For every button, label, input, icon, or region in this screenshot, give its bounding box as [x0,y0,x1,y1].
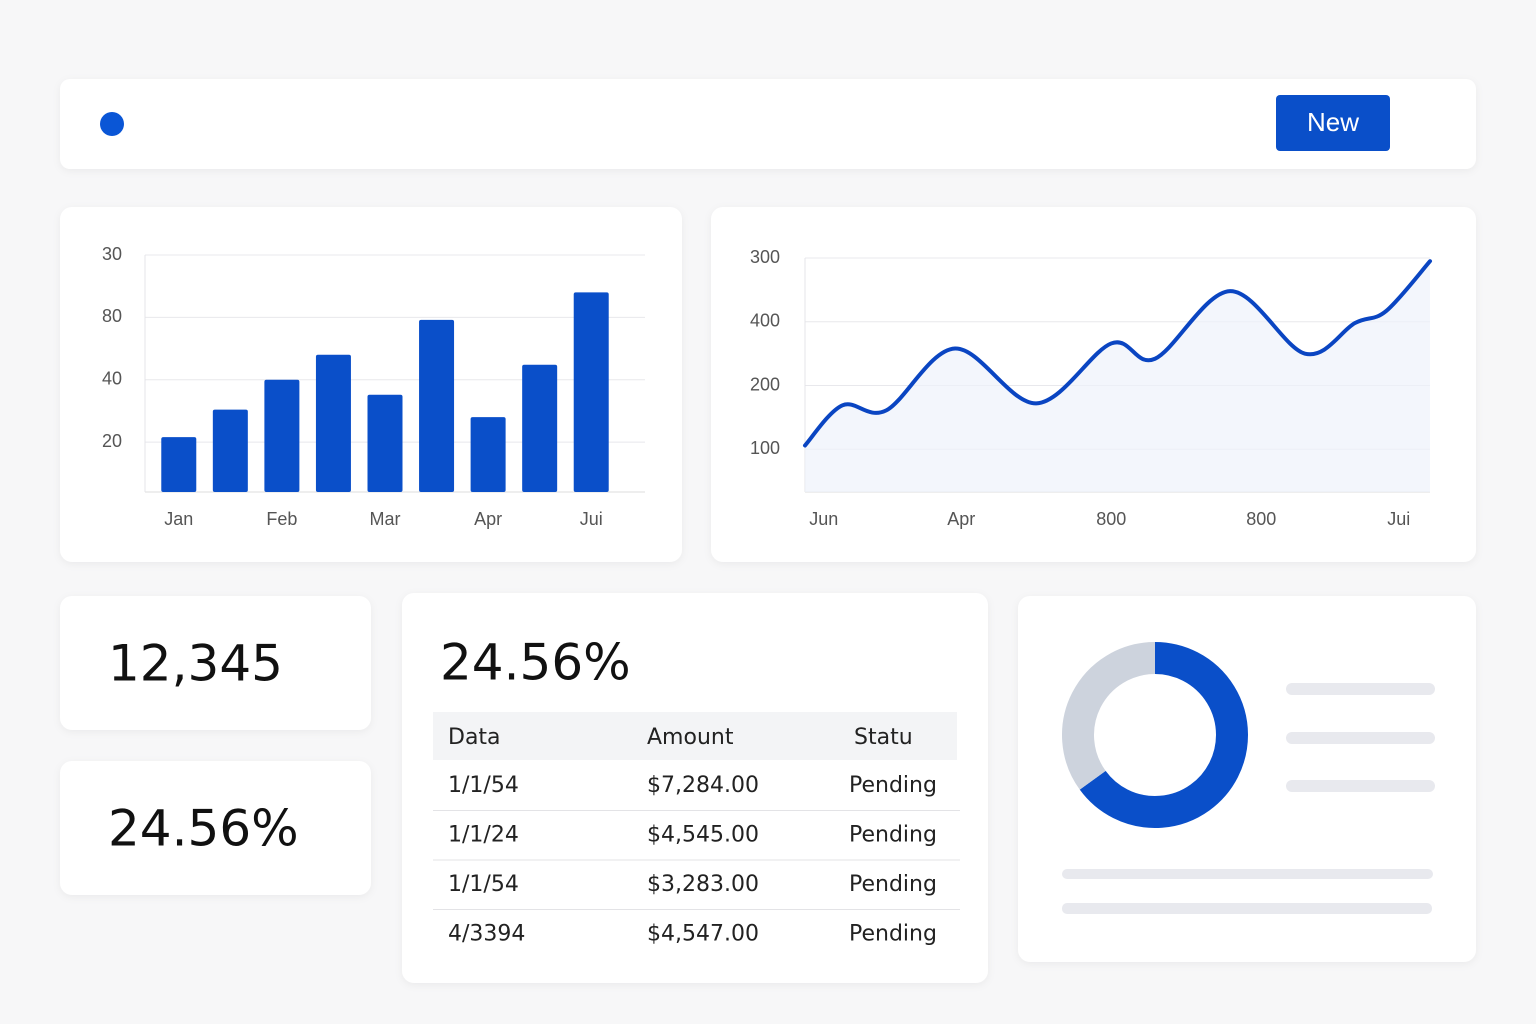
stat-value: 24.56% [108,800,299,858]
bar [522,364,558,492]
x-tick-label: Apr [947,509,975,529]
bar [573,292,609,492]
x-tick-label: Mar [370,509,401,529]
x-tick-label: Apr [474,509,502,529]
table-cell: Pending [849,823,937,848]
bar [419,319,455,492]
table-cell: Pending [849,773,937,798]
bar [264,379,300,492]
y-tick-label: 40 [102,368,122,388]
stat-card [60,761,371,895]
bar [315,354,351,492]
x-tick-label: Jan [164,509,193,529]
y-tick-label: 300 [750,247,780,267]
x-tick-label: Jui [1387,509,1410,529]
text-placeholder [1062,869,1433,879]
y-tick-label: 80 [102,306,122,326]
stat-value: 12,345 [108,635,283,693]
table-cell: Pending [849,922,937,947]
line-area [805,261,1430,492]
table-cell: $3,283.00 [647,872,759,897]
new-button-bg[interactable] [1276,95,1390,151]
legend-placeholder [1286,780,1435,792]
table-cell: 4/3394 [448,922,525,947]
y-tick-label: 400 [750,311,780,331]
y-tick-label: 20 [102,431,122,451]
bar [161,437,197,492]
y-tick-label: 30 [102,244,122,264]
bar [212,409,248,492]
table-header: Data [448,725,501,750]
donut-segment [1062,642,1156,790]
donut-segment [1079,642,1248,828]
x-tick-label: Jui [580,509,603,529]
legend-placeholder [1286,732,1435,744]
header-card [60,79,1476,169]
table-cell: $4,545.00 [647,823,759,848]
table-title: 24.56% [440,634,631,692]
x-tick-label: Feb [266,509,297,529]
logo-dot [100,112,124,136]
table-cell: 1/1/24 [448,823,519,848]
table-cell: Pending [849,872,937,897]
table-header: Statu [854,725,913,750]
bar [470,417,506,492]
table-header-bg [433,712,957,760]
x-tick-label: Jun [809,509,838,529]
new-button[interactable]: New [1276,95,1390,151]
y-tick-label: 100 [750,438,780,458]
y-tick-label: 200 [750,374,780,394]
table-cell: $4,547.00 [647,922,759,947]
table-header: Amount [647,725,734,750]
x-tick-label: 800 [1246,509,1276,529]
new-button-label[interactable]: New [1307,107,1359,137]
line [803,259,1432,448]
table-cell: $7,284.00 [647,773,759,798]
legend-placeholder [1286,683,1435,695]
table-card [402,593,988,983]
table-cell: 1/1/54 [448,773,519,798]
stat-card [60,596,371,730]
bar [367,394,403,492]
table-cell: 1/1/54 [448,872,519,897]
x-tick-label: 800 [1096,509,1126,529]
text-placeholder [1062,903,1432,914]
